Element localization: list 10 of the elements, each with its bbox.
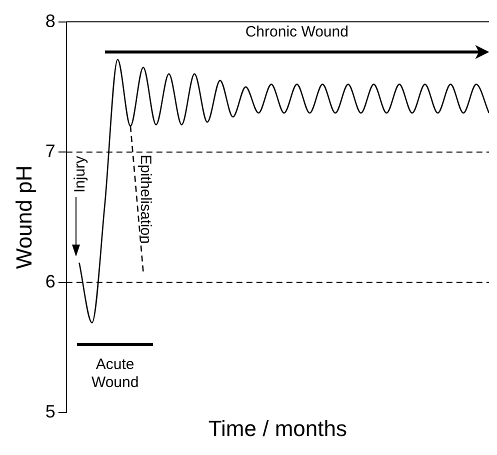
y-axis-title: Wound pH (11, 165, 36, 269)
y-tick-label: 6 (45, 271, 56, 292)
annotation: Acute Wound (91, 356, 139, 391)
y-tick-label: 7 (45, 141, 56, 162)
x-axis-title: Time / months (208, 416, 347, 441)
y-tick-label: 8 (45, 10, 56, 31)
y-tick-label: 5 (45, 402, 56, 422)
annotation: Injury (72, 155, 89, 193)
annotation: Chronic Wound (245, 23, 348, 40)
annotation: Epithelisation (137, 154, 154, 244)
